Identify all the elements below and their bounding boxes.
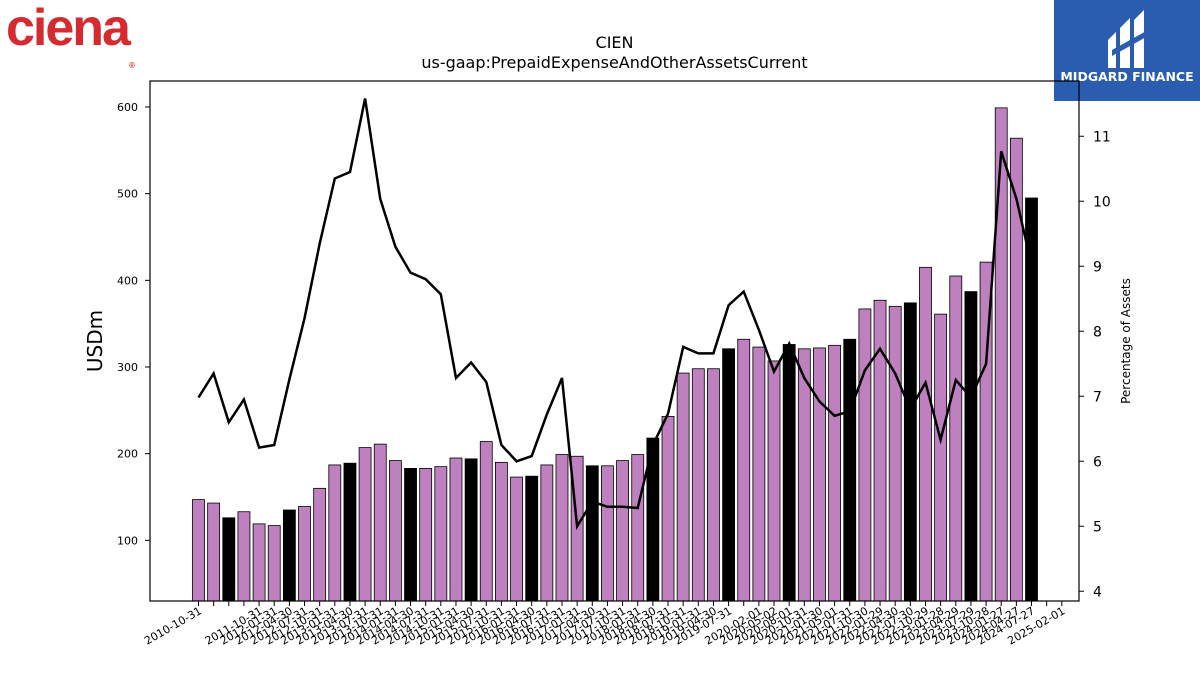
y2-tick-label: 11 <box>1093 129 1111 145</box>
y-axis-ticks: 100 200 300 400 500 600 <box>117 101 150 547</box>
y2-tick-label: 10 <box>1093 194 1111 210</box>
bar <box>616 460 629 602</box>
bar <box>949 275 963 602</box>
bar <box>343 462 357 602</box>
y-tick-label: 200 <box>117 448 138 461</box>
bar <box>1009 137 1023 602</box>
y2-tick-label: 6 <box>1093 454 1102 470</box>
bar <box>237 511 251 602</box>
bar <box>934 313 948 602</box>
y-tick-label: 500 <box>117 188 138 201</box>
y-tick-label: 400 <box>117 274 138 287</box>
bar <box>813 347 826 602</box>
chart-title: CIEN <box>596 33 634 52</box>
bar <box>267 525 281 602</box>
bar <box>691 368 705 602</box>
bar <box>782 344 796 602</box>
bar <box>388 460 402 602</box>
plot-frame <box>149 80 1080 602</box>
bar <box>767 360 781 602</box>
bar <box>464 458 478 602</box>
bar <box>903 302 917 602</box>
y-tick-label: 300 <box>117 361 138 374</box>
bar <box>495 461 508 602</box>
chart-subtitle: us-gaap:PrepaidExpenseAndOtherAssetsCurr… <box>421 53 807 72</box>
bar <box>828 344 842 602</box>
y2-tick-label: 5 <box>1093 519 1102 535</box>
bar <box>282 509 296 602</box>
y-tick-label: 100 <box>117 534 138 547</box>
bar <box>298 506 311 602</box>
bar <box>661 415 675 602</box>
midgard-finance-logo: MIDGARD FINANCE <box>1054 0 1200 101</box>
bar <box>994 107 1008 602</box>
bar <box>631 454 645 602</box>
ciena-logo-text: ciena <box>6 0 131 57</box>
y-axis-label: USDm <box>83 310 107 372</box>
bar <box>919 266 932 602</box>
percentage-line <box>197 98 1033 531</box>
bar <box>358 447 372 602</box>
x-axis-ticks: 2010-10-312011-10-312012-01-312012-04-30… <box>142 601 1067 648</box>
bar <box>888 305 902 602</box>
y2-tick-label: 8 <box>1093 324 1102 340</box>
y2-tick-label: 4 <box>1093 584 1102 600</box>
bar <box>328 464 342 602</box>
y2-axis-ticks: 4 5 6 7 8 9 10 11 <box>1079 129 1111 600</box>
bar <box>585 465 599 602</box>
bar <box>192 499 205 602</box>
bar <box>752 346 766 602</box>
bar <box>510 476 523 602</box>
bar <box>222 517 236 602</box>
midgard-glyph-icon <box>1108 10 1148 68</box>
bar <box>722 348 735 602</box>
bar <box>313 487 327 602</box>
bar <box>737 338 751 602</box>
bar <box>373 443 387 602</box>
bar <box>419 467 433 602</box>
bar <box>1025 197 1038 602</box>
registered-mark: ® <box>128 61 135 70</box>
bar <box>858 308 872 602</box>
midgard-brand-text: MIDGARD FINANCE <box>1060 69 1194 84</box>
bar <box>434 466 448 602</box>
bar-series <box>192 107 1038 602</box>
bar <box>525 475 539 602</box>
x-tick-label: 2010-10-31 <box>142 604 204 647</box>
y2-tick-label: 9 <box>1093 259 1102 275</box>
bar <box>252 523 266 602</box>
bar <box>676 372 690 602</box>
bar <box>964 291 978 602</box>
bar <box>601 465 614 602</box>
bar <box>479 441 493 602</box>
bar <box>873 299 887 602</box>
y2-tick-label: 7 <box>1093 389 1102 405</box>
bar <box>555 454 569 602</box>
bar <box>707 368 720 602</box>
y2-axis-label: Percentage of Assets <box>1119 278 1133 404</box>
ciena-logo: ciena ® <box>6 0 135 70</box>
bar <box>404 467 417 602</box>
bar <box>540 464 554 602</box>
bar <box>207 502 221 602</box>
bar <box>449 457 463 602</box>
bar <box>843 338 857 602</box>
y-tick-label: 600 <box>117 101 138 114</box>
